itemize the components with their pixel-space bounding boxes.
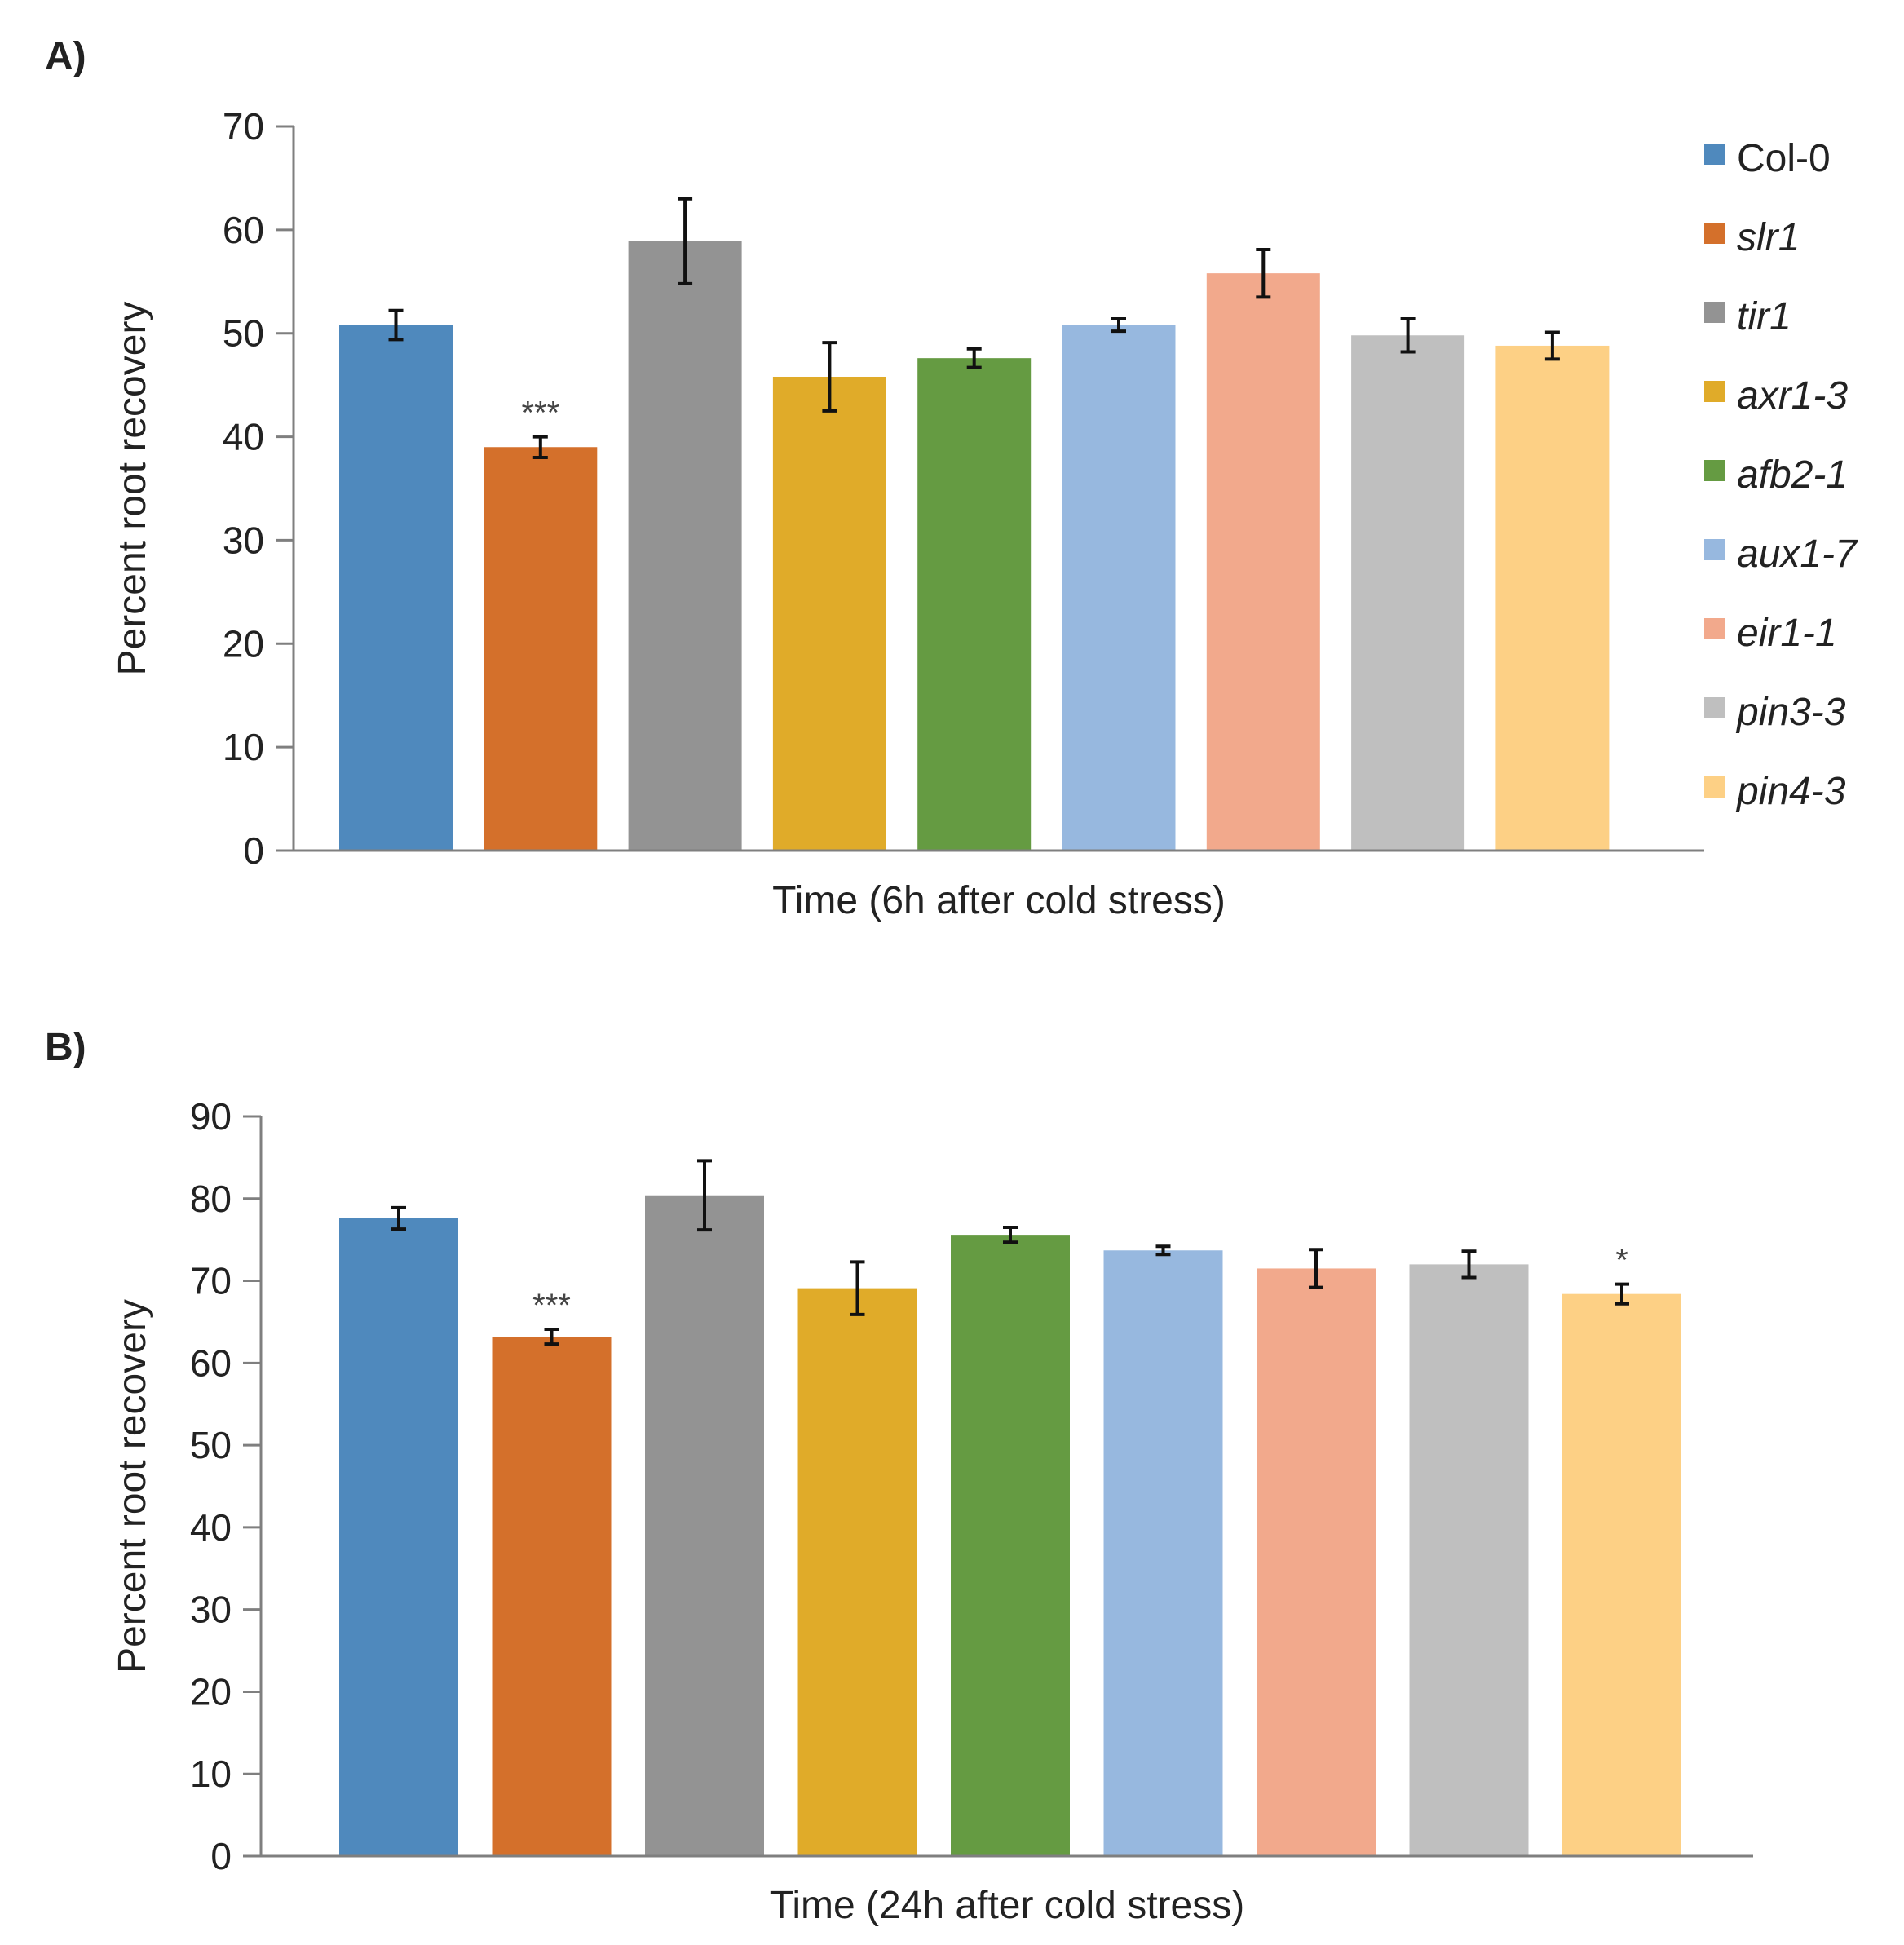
y-tick-label: 50 (223, 312, 264, 355)
y-tick-label: 30 (223, 519, 264, 561)
bar-Col-0 (339, 325, 453, 851)
y-tick-label: 60 (223, 209, 264, 251)
legend-swatch (1704, 776, 1725, 798)
legend-label: pin3-3 (1735, 691, 1846, 734)
panel-label-a: A) (45, 35, 86, 78)
legend-label: Col-0 (1737, 137, 1831, 180)
legend-item-eir1-1: eir1-1 (1704, 612, 1837, 655)
bar-tir1 (628, 241, 742, 851)
y-tick-label: 90 (190, 1095, 232, 1138)
bar-pin4-3 (1562, 1293, 1681, 1856)
bar-axr1-3 (797, 1288, 917, 1856)
bar-pin4-3 (1495, 345, 1610, 851)
panel-label-b: B) (45, 1026, 86, 1069)
bar-aux1-7 (1062, 325, 1176, 851)
legend-label: slr1 (1737, 216, 1800, 259)
legend-label: afb2-1 (1737, 453, 1848, 497)
error-bar-Col-0 (388, 308, 404, 342)
y-tick-label: 80 (190, 1178, 232, 1220)
bar-eir1-1 (1206, 273, 1320, 851)
legend-swatch (1704, 539, 1725, 560)
bar-afb2-1 (917, 358, 1032, 851)
significance-label: *** (521, 396, 559, 431)
error-bar-slr1 (532, 435, 548, 459)
bar-tir1 (645, 1195, 764, 1856)
significance-label: *** (532, 1288, 571, 1324)
bar-afb2-1 (951, 1235, 1070, 1856)
y-tick-label: 70 (190, 1260, 232, 1302)
error-bar-afb2-1 (1003, 1226, 1018, 1244)
legend-label: axr1-3 (1737, 374, 1848, 418)
legend-label: pin4-3 (1735, 770, 1846, 813)
error-bar-aux1-7 (1111, 316, 1126, 334)
y-tick-label: 20 (190, 1670, 232, 1713)
error-bar-slr1 (544, 1328, 559, 1346)
y-tick-label: 10 (223, 726, 264, 768)
legend-swatch (1704, 144, 1725, 165)
legend-swatch (1704, 381, 1725, 402)
y-tick-label: 0 (243, 829, 264, 872)
panel-a: A) 0 10 20 30 40 50 60 70 *** Time (6h after cold … (45, 35, 1704, 922)
legend-label: eir1-1 (1737, 612, 1837, 655)
y-axis-title-b: Percent root recovery (111, 1299, 154, 1673)
error-bar-afb2-1 (966, 347, 982, 369)
error-bar-eir1-1 (1309, 1248, 1323, 1289)
y-tick-label: 40 (190, 1506, 232, 1549)
legend: Col-0 slr1 tir1 axr1-3 afb2-1 aux1-7 eir1-1 pin… (1704, 137, 1858, 813)
error-bar-Col-0 (391, 1205, 406, 1231)
y-tick-label: 60 (190, 1342, 232, 1384)
error-bar-tir1 (697, 1159, 712, 1232)
x-axis-title-b: Time (24h after cold stress) (770, 1884, 1244, 1927)
legend-swatch (1704, 697, 1725, 718)
x-axis-title-a: Time (6h after cold stress) (772, 879, 1226, 922)
y-tick-label: 20 (223, 622, 264, 665)
bar-axr1-3 (772, 376, 886, 851)
legend-item-pin4-3: pin4-3 (1704, 770, 1846, 813)
legend-item-axr1-3: axr1-3 (1704, 374, 1848, 418)
error-bar-axr1-3 (822, 341, 837, 413)
error-bar-aux1-7 (1155, 1244, 1171, 1257)
legend-swatch (1704, 618, 1725, 639)
legend-item-slr1: slr1 (1704, 216, 1800, 259)
y-tick-label: 40 (223, 416, 264, 458)
error-bar-pin4-3 (1615, 1282, 1629, 1306)
bar-pin3-3 (1351, 335, 1465, 851)
y-tick-label: 0 (210, 1835, 232, 1877)
bar-aux1-7 (1103, 1250, 1223, 1856)
legend-item-tir1: tir1 (1704, 295, 1791, 338)
bar-Col-0 (339, 1218, 458, 1856)
bar-pin3-3 (1409, 1264, 1529, 1856)
error-bar-pin3-3 (1461, 1249, 1477, 1280)
y-tick-label: 50 (190, 1424, 232, 1466)
error-bar-tir1 (678, 197, 693, 285)
y-tick-label: 10 (190, 1753, 232, 1795)
legend-item-afb2-1: afb2-1 (1704, 453, 1848, 497)
legend-swatch (1704, 302, 1725, 323)
y-tick-label: 30 (190, 1589, 232, 1631)
y-axis-title-a: Percent root recovery (111, 302, 154, 676)
legend-item-pin3-3: pin3-3 (1704, 691, 1846, 734)
error-bar-eir1-1 (1256, 247, 1271, 299)
legend-item-Col-0: Col-0 (1704, 137, 1831, 180)
legend-item-aux1-7: aux1-7 (1704, 533, 1858, 576)
legend-label: tir1 (1737, 295, 1791, 338)
significance-label: * (1615, 1243, 1628, 1279)
y-tick-label: 70 (223, 105, 264, 148)
error-bar-pin4-3 (1544, 330, 1560, 361)
bar-eir1-1 (1257, 1268, 1376, 1856)
legend-swatch (1704, 223, 1725, 244)
error-bar-pin3-3 (1400, 316, 1416, 354)
bar-slr1 (484, 447, 598, 851)
legend-label: aux1-7 (1737, 533, 1858, 576)
error-bar-axr1-3 (850, 1260, 865, 1316)
bar-slr1 (492, 1337, 612, 1856)
legend-swatch (1704, 460, 1725, 481)
